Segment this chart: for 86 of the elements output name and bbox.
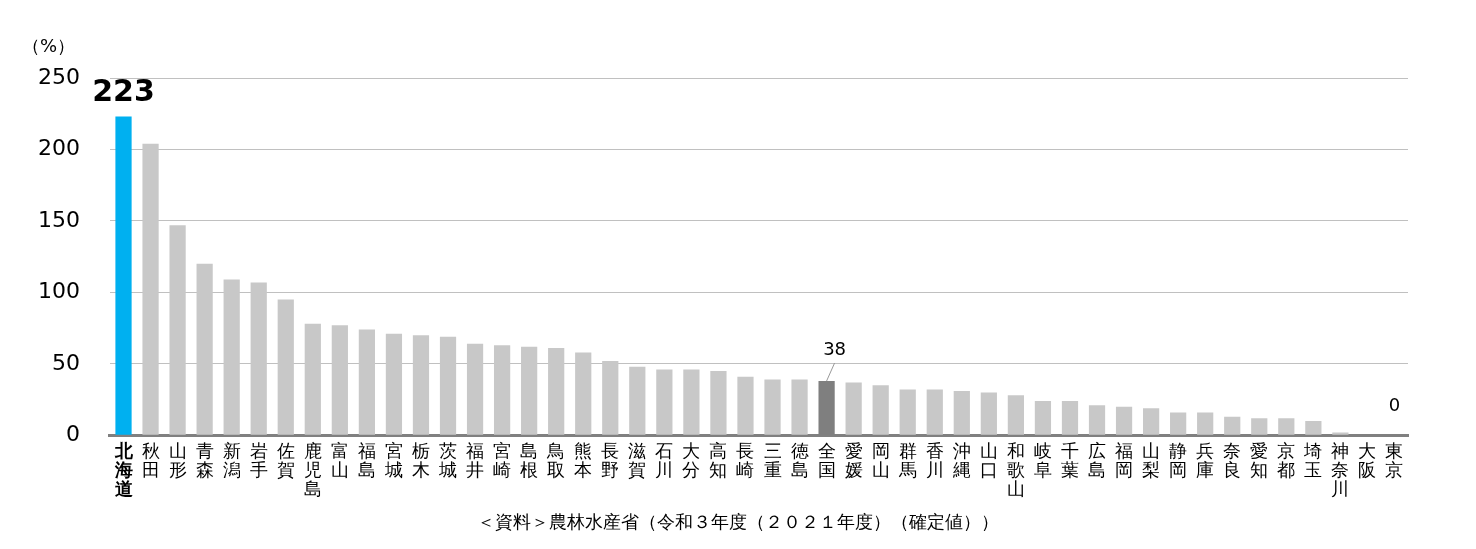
x-tick-label: 鹿児島	[303, 440, 322, 500]
y-tick-label: 150	[37, 206, 80, 232]
bar	[953, 391, 970, 435]
y-axis-title: （%）	[22, 34, 76, 56]
text: ＜資料＞農林水産省（令和３年度（２０２１年度）（確定値））	[476, 510, 1000, 534]
x-tick-label: 岐阜	[1033, 440, 1052, 481]
x-tick-label: 長崎	[736, 440, 755, 481]
x-tick-label: 大阪	[1358, 440, 1377, 481]
x-tick-label: 京都	[1277, 440, 1296, 481]
data-label: 38	[823, 337, 847, 359]
x-tick-label: 静岡	[1169, 440, 1188, 481]
x-tick-label: 青森	[195, 440, 214, 481]
x-tick-label: 島根	[520, 440, 539, 481]
x-tick-label: 兵庫	[1196, 440, 1215, 481]
bar	[872, 385, 889, 435]
data-label: 223	[92, 73, 155, 109]
x-tick-label: 山形	[168, 440, 187, 481]
x-tick-label: 福岡	[1115, 440, 1134, 481]
bar	[1224, 416, 1241, 435]
bar	[629, 366, 646, 435]
x-tick-label: 熊本	[574, 440, 593, 481]
bar	[1170, 412, 1187, 435]
bar	[710, 370, 727, 435]
y-tick-label: 100	[37, 278, 80, 304]
x-tick-label: 新潟	[222, 440, 241, 481]
bar	[656, 369, 673, 435]
y-tick-label: 50	[51, 349, 80, 375]
x-tick-label: 全国	[817, 440, 836, 481]
data-label: 0	[1388, 393, 1401, 415]
bar	[1007, 395, 1025, 435]
bar	[1197, 412, 1214, 435]
bar	[791, 379, 808, 435]
x-tick-label: 大分	[682, 440, 701, 481]
x-tick-label: 北海道	[113, 440, 134, 500]
x-tick-label: 沖縄	[951, 440, 971, 481]
bar	[1278, 418, 1295, 435]
x-tick-label: 鳥取	[546, 440, 566, 481]
x-tick-label: 山口	[979, 440, 998, 481]
x-tick-label: 群馬	[897, 440, 917, 481]
x-tick-label: 千葉	[1060, 440, 1079, 481]
x-tick-label: 石川	[655, 440, 674, 481]
x-tick-label: 広島	[1088, 440, 1107, 481]
bar	[845, 382, 862, 435]
x-tick-label: 愛知	[1250, 440, 1269, 481]
y-tick-label: 0	[65, 421, 80, 447]
y-tick-label: 250	[37, 63, 80, 89]
x-tick-label: 岩手	[249, 440, 268, 481]
bar	[1115, 406, 1133, 435]
x-tick-label: 滋賀	[628, 440, 647, 481]
bar	[115, 116, 132, 435]
x-tick-label: 宮崎	[493, 440, 512, 481]
bar	[1088, 405, 1106, 435]
bar	[926, 389, 943, 435]
x-tick-label: 三重	[763, 440, 782, 481]
bar	[1332, 432, 1349, 435]
x-tick-label: 茨城	[438, 440, 458, 481]
bar	[1034, 401, 1052, 435]
x-tick-label: 東京	[1385, 440, 1404, 481]
x-tick-label: 宮城	[383, 440, 403, 481]
x-tick-label: 徳島	[790, 440, 809, 481]
y-tick-label: 200	[37, 135, 80, 161]
x-tick-label: 秋田	[141, 440, 160, 481]
bar	[899, 389, 916, 435]
x-tick-label: 山梨	[1142, 440, 1161, 481]
bar	[1142, 408, 1160, 435]
x-tick-label: 岡山	[871, 440, 890, 481]
bar	[737, 376, 754, 435]
x-tick-label: 福島	[357, 440, 376, 481]
x-tick-label: 和歌山	[1006, 440, 1025, 500]
bar	[683, 369, 700, 435]
bar	[980, 392, 997, 435]
bar	[764, 379, 781, 435]
x-tick-label: 長野	[601, 440, 620, 481]
x-tick-label: 香川	[925, 440, 944, 481]
x-tick-label: 埼玉	[1303, 440, 1323, 481]
bar	[1305, 421, 1322, 435]
bar	[1251, 418, 1268, 435]
x-tick-label: 高知	[709, 440, 728, 481]
x-tick-label: 神奈川	[1331, 440, 1350, 500]
x-tick-label: 愛媛	[844, 440, 863, 481]
x-tick-label: 奈良	[1223, 440, 1242, 481]
x-tick-label: 佐賀	[276, 440, 295, 481]
x-tick-label: 富山	[330, 440, 349, 481]
x-tick-label: 栃木	[411, 440, 430, 481]
x-tick-label: 福井	[466, 440, 485, 481]
bar	[1061, 401, 1079, 435]
